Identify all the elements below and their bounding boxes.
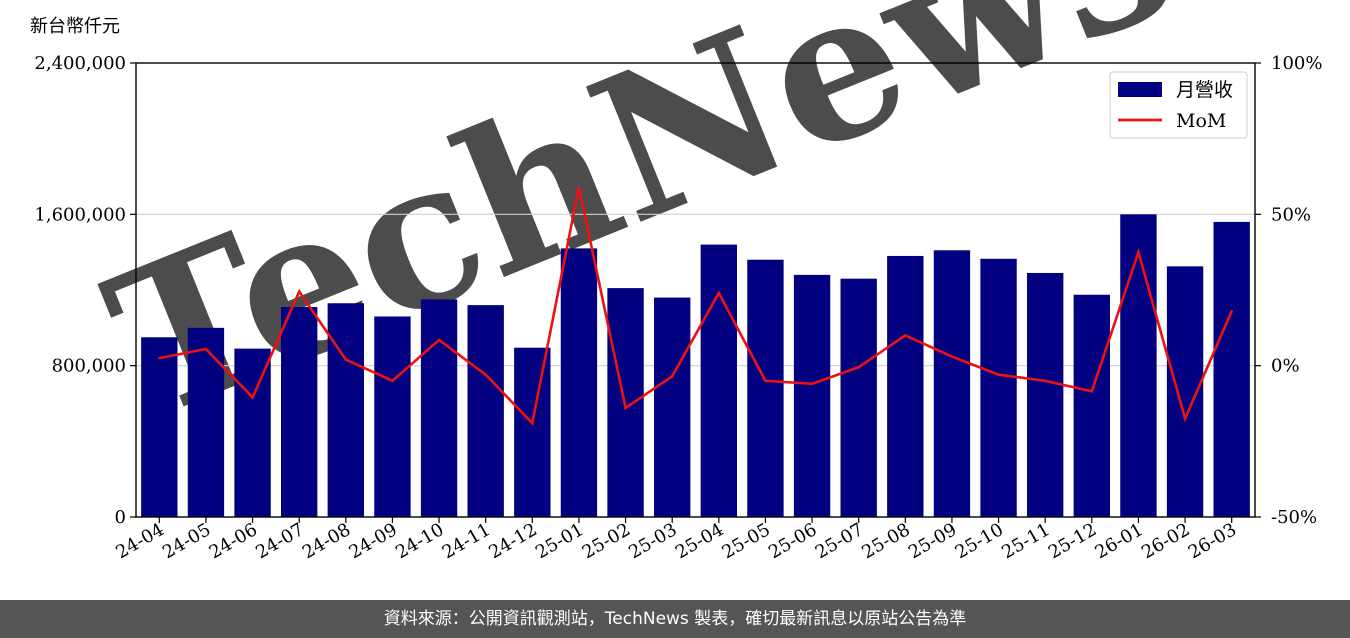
mom-point-24-07 [297,290,301,293]
bar-series [141,214,1250,518]
x-tick-label: 24-05 [159,519,214,563]
mom-point-25-07 [857,365,860,369]
x-tick-label: 24-06 [206,519,261,563]
x-tick-label: 26-02 [1138,519,1193,563]
mom-point-26-03 [1230,309,1233,313]
mom-point-26-01 [1137,250,1140,254]
mom-point-24-11 [484,373,487,376]
x-tick-label: 25-07 [812,519,867,563]
x-tick-label: 25-05 [718,519,773,563]
x-tick-label: 25-03 [625,519,680,563]
bar-24-12 [514,347,551,517]
mom-point-24-12 [531,421,534,425]
y-left-tick-label: 0 [115,507,126,528]
y-left-tick-label: 800,000 [52,356,126,377]
bar-25-08 [887,255,924,517]
mom-point-24-09 [391,379,394,382]
source-footer: 資料來源：公開資訊觀測站，TechNews 製表，確切最新訊息以原站公告為準 [0,600,1350,638]
mom-point-26-02 [1183,417,1187,420]
mom-point-24-05 [204,347,208,351]
y-left-tick-label: 2,400,000 [34,53,126,74]
x-tick-label: 24-11 [439,519,494,563]
x-tick-label: 25-02 [579,519,634,563]
plot-frame [135,62,1256,518]
bar-24-09 [374,316,411,517]
y-right-tick-label: -50% [1271,507,1317,528]
grid-lines [136,213,1255,367]
bar-24-05 [187,327,225,517]
bar-25-12 [1073,294,1110,517]
bar-25-05 [747,259,784,517]
legend-label: MoM [1176,110,1226,132]
mom-point-25-02 [624,406,627,410]
x-tick-label: 25-01 [532,519,587,563]
bar-24-04 [141,337,178,517]
bar-25-03 [654,297,691,517]
x-tick-label: 24-08 [299,519,354,563]
mom-line [159,186,1233,426]
legend: 月營收 MoM [1109,71,1248,139]
bar-25-06 [793,274,831,517]
mom-point-24-06 [251,396,254,399]
y-unit-label: 新台幣仟元 [30,16,120,37]
mom-point-25-09 [950,355,954,358]
bar-25-09 [933,250,971,517]
bar-25-04 [700,244,737,517]
bar-25-01 [560,248,598,517]
revenue-chart: TechNews 0800,0001,600,0002,400,000-50%0… [30,0,1322,563]
mom-point-25-05 [764,379,767,382]
bar-26-03 [1213,221,1250,517]
bar-25-07 [840,278,877,517]
x-tick-label: 25-10 [952,519,1007,563]
y-left-tick-label: 1,600,000 [34,204,126,225]
x-tick-label: 25-06 [765,519,820,563]
x-tick-label: 24-07 [252,519,307,563]
x-tick-label: 26-03 [1185,519,1240,563]
mom-point-25-10 [997,373,1000,376]
mom-point-24-04 [158,356,161,360]
mom-point-25-06 [810,382,814,386]
x-tick-label: 25-04 [672,519,727,563]
x-tick-label: 24-12 [485,519,540,563]
bar-25-11 [1027,272,1064,517]
bar-24-11 [467,305,504,517]
x-tick-label: 25-08 [858,519,913,563]
y-right-tick-label: 50% [1271,204,1311,225]
mom-point-25-12 [1090,390,1094,393]
x-tick-label: 24-09 [345,519,400,563]
legend-bar-swatch [1118,82,1162,97]
mom-point-25-08 [904,334,907,337]
bar-24-06 [234,348,271,517]
mom-point-25-01 [577,185,581,189]
x-tick-label: 24-10 [392,519,447,563]
mom-point-25-04 [717,291,721,295]
x-tick-label: 25-11 [998,519,1053,563]
mom-point-25-03 [670,375,674,378]
y-right-tick-label: 100% [1271,53,1322,74]
x-tick-label: 25-09 [905,519,960,563]
y-right-tick-label: 0% [1271,356,1300,377]
bar-24-08 [327,303,364,517]
mom-point-25-11 [1043,379,1047,382]
bar-24-07 [281,307,318,517]
legend-label: 月營收 [1176,79,1233,101]
x-tick-label: 26-01 [1091,519,1146,563]
bar-24-10 [420,299,458,517]
mom-point-24-10 [437,338,441,342]
x-tick-label: 25-12 [1045,519,1100,563]
bar-26-01 [1120,214,1157,518]
bar-25-10 [980,258,1017,517]
mom-series [158,185,1233,426]
mom-point-24-08 [344,358,348,361]
